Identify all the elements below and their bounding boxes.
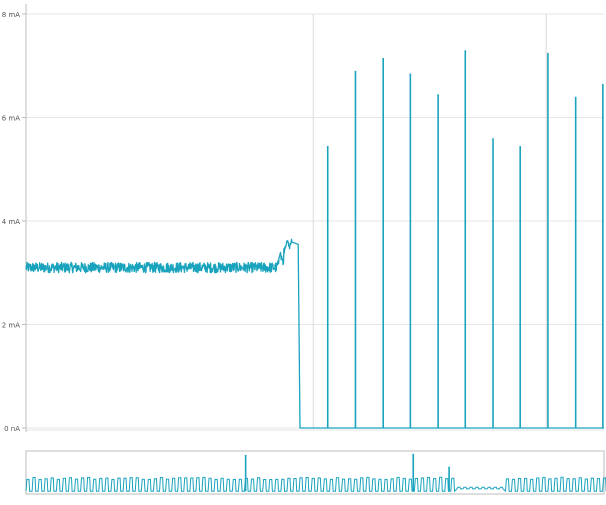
main-grid <box>26 13 604 431</box>
overview-trace <box>25 476 606 493</box>
main-cursors <box>312 14 547 428</box>
y-tick-label: 2 mA <box>2 322 20 330</box>
y-tick-label: 4 mA <box>2 218 20 226</box>
main-trace-line <box>25 238 604 429</box>
overview-frame[interactable] <box>25 450 605 495</box>
main-spikes[interactable] <box>326 50 604 428</box>
main-ticks: 0 nA 2 mA 4 mA 6 mA 8 mA <box>2 4 27 433</box>
overview-panel[interactable] <box>25 450 606 495</box>
y-tick-label: 0 nA <box>4 425 20 433</box>
y-tick-label: 8 mA <box>2 11 20 19</box>
y-tick-label: 6 mA <box>2 115 20 123</box>
main-trace <box>25 238 604 429</box>
